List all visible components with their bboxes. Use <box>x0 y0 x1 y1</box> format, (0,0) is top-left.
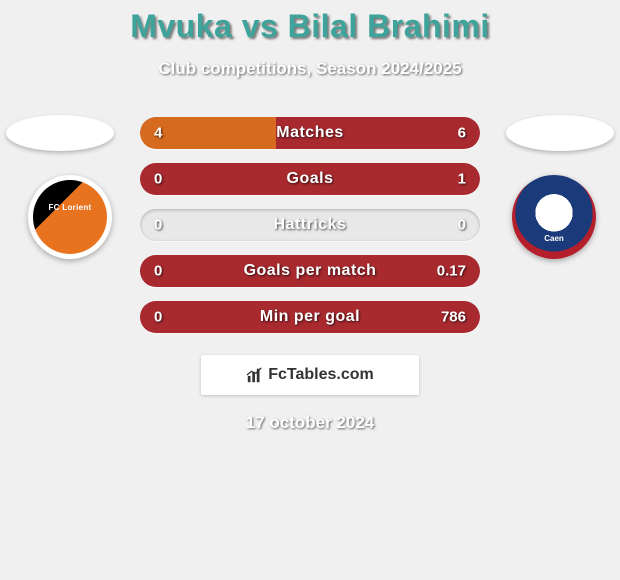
club-badge-left: FC Lorient <box>28 175 112 259</box>
stat-value-right: 786 <box>441 309 466 326</box>
subtitle: Club competitions, Season 2024/2025 <box>0 59 620 79</box>
stat-value-right: 1 <box>458 171 466 188</box>
stat-row: Goals0 1 <box>140 163 480 195</box>
comparison-area: FC Lorient Caen Matches46Goals01Hattrick… <box>0 117 620 333</box>
stat-bars: Matches46Goals01Hattricks00Goals per mat… <box>140 117 480 333</box>
stat-label: Hattricks <box>140 216 480 234</box>
date-line: 17 october 2024 <box>0 413 620 433</box>
avatar-placeholder-right <box>506 115 614 151</box>
club-badge-right-label: Caen <box>512 234 596 243</box>
stat-row: Hattricks0 0 <box>140 209 480 241</box>
stat-value-left: 4 <box>154 125 162 142</box>
stat-value-right: 0.17 <box>437 263 466 280</box>
stat-value-left: 0 <box>154 217 162 234</box>
stat-value-right: 6 <box>458 125 466 142</box>
stat-label: Goals per match <box>140 262 480 280</box>
stat-value-left: 0 <box>154 171 162 188</box>
club-badge-right: Caen <box>512 175 596 259</box>
page-title: Mvuka vs Bilal Brahimi <box>0 0 620 45</box>
stat-row: Matches4 6 <box>140 117 480 149</box>
brand-text: FcTables.com <box>268 366 374 384</box>
chart-icon <box>246 366 264 384</box>
stat-value-right: 0 <box>458 217 466 234</box>
stat-row: Min per goal0 786 <box>140 301 480 333</box>
stat-label: Min per goal <box>140 308 480 326</box>
club-badge-left-label: FC Lorient <box>28 203 112 212</box>
avatar-placeholder-left <box>6 115 114 151</box>
stat-value-left: 0 <box>154 263 162 280</box>
brand-footer: FcTables.com <box>201 355 419 395</box>
stat-row: Goals per match0 0.17 <box>140 255 480 287</box>
stat-label: Goals <box>140 170 480 188</box>
stat-label: Matches <box>140 124 480 142</box>
stat-value-left: 0 <box>154 309 162 326</box>
